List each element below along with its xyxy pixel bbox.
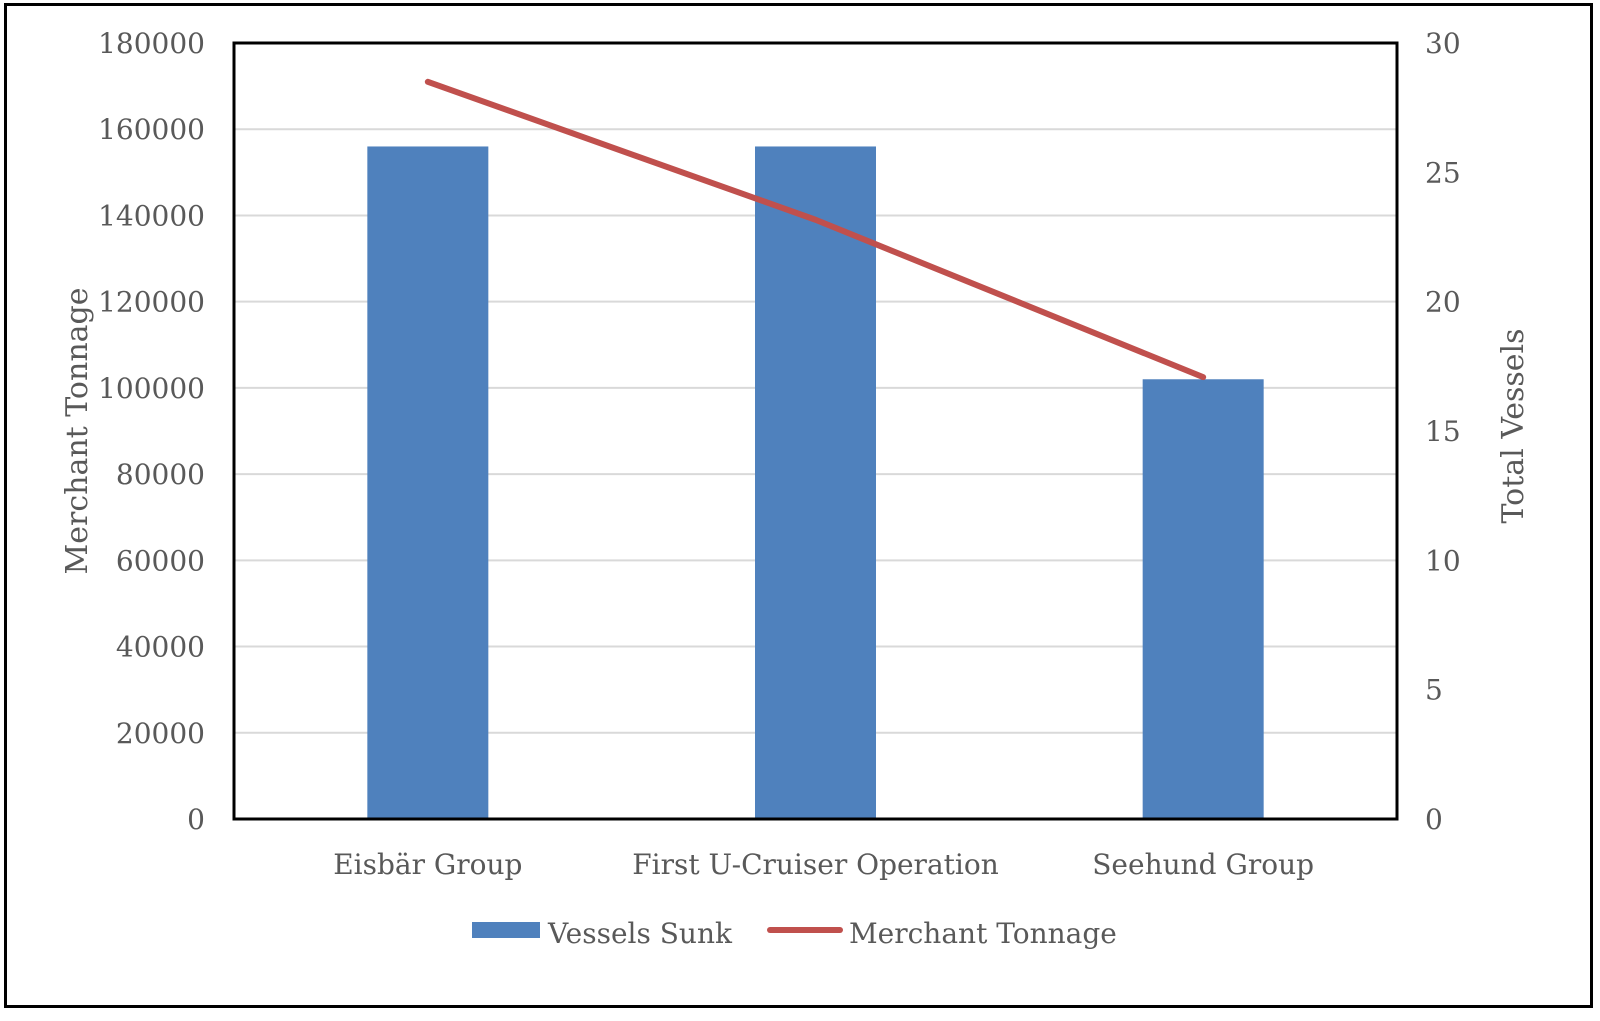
merchant-tonnage-line [424, 78, 1207, 381]
legend-label-vessels-sunk: Vessels Sunk [547, 917, 733, 950]
bar-series [367, 146, 1264, 819]
right-axis-ticks: 0 5 10 15 20 25 30 [1425, 27, 1461, 836]
chart-frame: 0 20000 40000 60000 80000 100000 120000 140000 1… [4, 3, 1593, 1008]
y2-tick-label: 25 [1425, 156, 1461, 189]
y2-tick-label: 15 [1425, 415, 1461, 448]
legend: Vessels Sunk Merchant Tonnage [472, 917, 1117, 950]
y-tick-label: 60000 [116, 544, 205, 577]
bar [755, 146, 876, 819]
y-tick-label: 0 [187, 803, 205, 836]
y2-tick-label: 10 [1425, 544, 1461, 577]
y-tick-label: 80000 [116, 458, 205, 491]
y2-tick-label: 0 [1425, 803, 1443, 836]
x-tick-label: First U-Cruiser Operation [632, 848, 999, 881]
left-axis-ticks: 0 20000 40000 60000 80000 100000 120000 140000 1… [98, 27, 205, 836]
y-tick-label: 20000 [116, 717, 205, 750]
y2-tick-label: 30 [1425, 27, 1461, 60]
legend-label-merchant-tonnage: Merchant Tonnage [849, 917, 1117, 950]
y-tick-label: 100000 [98, 372, 205, 405]
plot-area-border [232, 41, 1399, 821]
y2-tick-label: 20 [1425, 286, 1461, 319]
y-tick-label: 40000 [116, 631, 205, 664]
legend-swatch-vessels-sunk [472, 922, 540, 938]
y2-tick-label: 5 [1425, 674, 1443, 707]
combo-chart: 0 20000 40000 60000 80000 100000 120000 140000 1… [60, 27, 1531, 950]
line-series [424, 78, 1207, 381]
y-tick-label: 120000 [98, 286, 205, 319]
x-tick-label: Eisbär Group [333, 848, 522, 881]
x-axis-ticks: Eisbär Group First U-Cruiser Operation See… [333, 848, 1314, 881]
y-tick-label: 160000 [98, 113, 205, 146]
y2-axis-title: Total Vessels [1496, 328, 1531, 523]
y-tick-label: 140000 [98, 199, 205, 232]
x-tick-label: Seehund Group [1092, 848, 1314, 881]
y-tick-label: 180000 [98, 27, 205, 60]
bar [367, 146, 489, 819]
bar [1142, 379, 1264, 819]
y-axis-title: Merchant Tonnage [60, 288, 95, 575]
